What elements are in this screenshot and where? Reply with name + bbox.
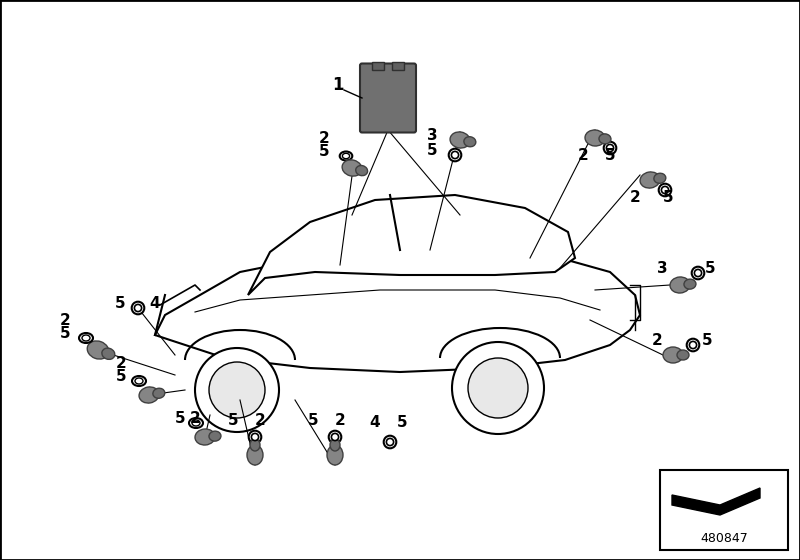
Ellipse shape: [585, 130, 605, 146]
Text: 5: 5: [174, 411, 186, 426]
Text: 2: 2: [578, 148, 588, 163]
Ellipse shape: [139, 387, 159, 403]
Ellipse shape: [663, 347, 683, 363]
Text: 5: 5: [605, 148, 615, 163]
Ellipse shape: [450, 132, 470, 148]
Text: 5: 5: [308, 413, 318, 428]
Bar: [392, 62, 404, 69]
Ellipse shape: [684, 279, 696, 289]
Text: 5: 5: [705, 261, 715, 276]
Text: 2: 2: [254, 413, 266, 428]
Ellipse shape: [340, 152, 352, 161]
Text: 5: 5: [228, 413, 238, 428]
Text: 2: 2: [630, 190, 640, 205]
Ellipse shape: [342, 160, 362, 176]
Circle shape: [384, 436, 396, 449]
Circle shape: [468, 358, 528, 418]
Text: 2: 2: [190, 411, 200, 426]
Text: 480847: 480847: [700, 532, 748, 545]
Text: 5: 5: [397, 415, 407, 430]
Text: 3: 3: [426, 128, 438, 143]
Text: 2: 2: [60, 313, 70, 328]
Circle shape: [251, 433, 258, 441]
Ellipse shape: [87, 341, 109, 359]
Circle shape: [386, 438, 394, 446]
Circle shape: [694, 269, 702, 277]
Ellipse shape: [82, 335, 90, 341]
Ellipse shape: [209, 431, 221, 441]
Circle shape: [692, 267, 704, 279]
Circle shape: [686, 339, 699, 351]
Ellipse shape: [250, 439, 260, 451]
Ellipse shape: [640, 172, 660, 188]
Circle shape: [606, 144, 614, 152]
Text: 5: 5: [318, 144, 330, 159]
Circle shape: [249, 431, 262, 444]
Ellipse shape: [677, 350, 689, 360]
Ellipse shape: [153, 388, 165, 398]
Circle shape: [452, 342, 544, 434]
Polygon shape: [672, 488, 760, 515]
Text: 4: 4: [370, 415, 380, 430]
Circle shape: [690, 342, 697, 348]
Ellipse shape: [464, 137, 476, 147]
Circle shape: [658, 184, 671, 197]
PathPatch shape: [155, 250, 640, 372]
Text: 5: 5: [662, 190, 674, 205]
Bar: [372, 62, 384, 69]
Ellipse shape: [132, 376, 146, 386]
Ellipse shape: [102, 348, 115, 360]
Text: 2: 2: [318, 131, 330, 146]
Text: 5: 5: [116, 369, 126, 384]
Ellipse shape: [189, 418, 203, 428]
Text: 5: 5: [114, 296, 126, 311]
Text: 5: 5: [702, 333, 712, 348]
Ellipse shape: [247, 445, 263, 465]
Text: 5: 5: [426, 143, 438, 158]
Ellipse shape: [195, 429, 215, 445]
Ellipse shape: [670, 277, 690, 293]
Ellipse shape: [330, 439, 340, 451]
Ellipse shape: [654, 173, 666, 183]
Bar: [660, 470, 788, 550]
Text: 5: 5: [60, 326, 70, 341]
Ellipse shape: [327, 445, 343, 465]
Ellipse shape: [79, 333, 93, 343]
Circle shape: [134, 305, 142, 311]
Ellipse shape: [192, 420, 200, 426]
Circle shape: [195, 348, 279, 432]
Circle shape: [331, 433, 338, 441]
Circle shape: [604, 142, 616, 155]
Text: 2: 2: [334, 413, 346, 428]
Text: 2: 2: [116, 356, 126, 371]
FancyBboxPatch shape: [360, 63, 416, 133]
Text: 4: 4: [150, 296, 160, 311]
Text: 1: 1: [332, 76, 344, 94]
Circle shape: [449, 149, 462, 161]
Ellipse shape: [135, 378, 143, 384]
Circle shape: [209, 362, 265, 418]
Circle shape: [662, 186, 669, 194]
PathPatch shape: [248, 195, 575, 295]
Circle shape: [132, 302, 144, 314]
Ellipse shape: [356, 166, 367, 176]
Ellipse shape: [342, 153, 350, 158]
Text: 3: 3: [657, 261, 667, 276]
Circle shape: [451, 151, 458, 158]
Ellipse shape: [599, 134, 611, 144]
Circle shape: [329, 431, 342, 444]
Text: 2: 2: [652, 333, 662, 348]
